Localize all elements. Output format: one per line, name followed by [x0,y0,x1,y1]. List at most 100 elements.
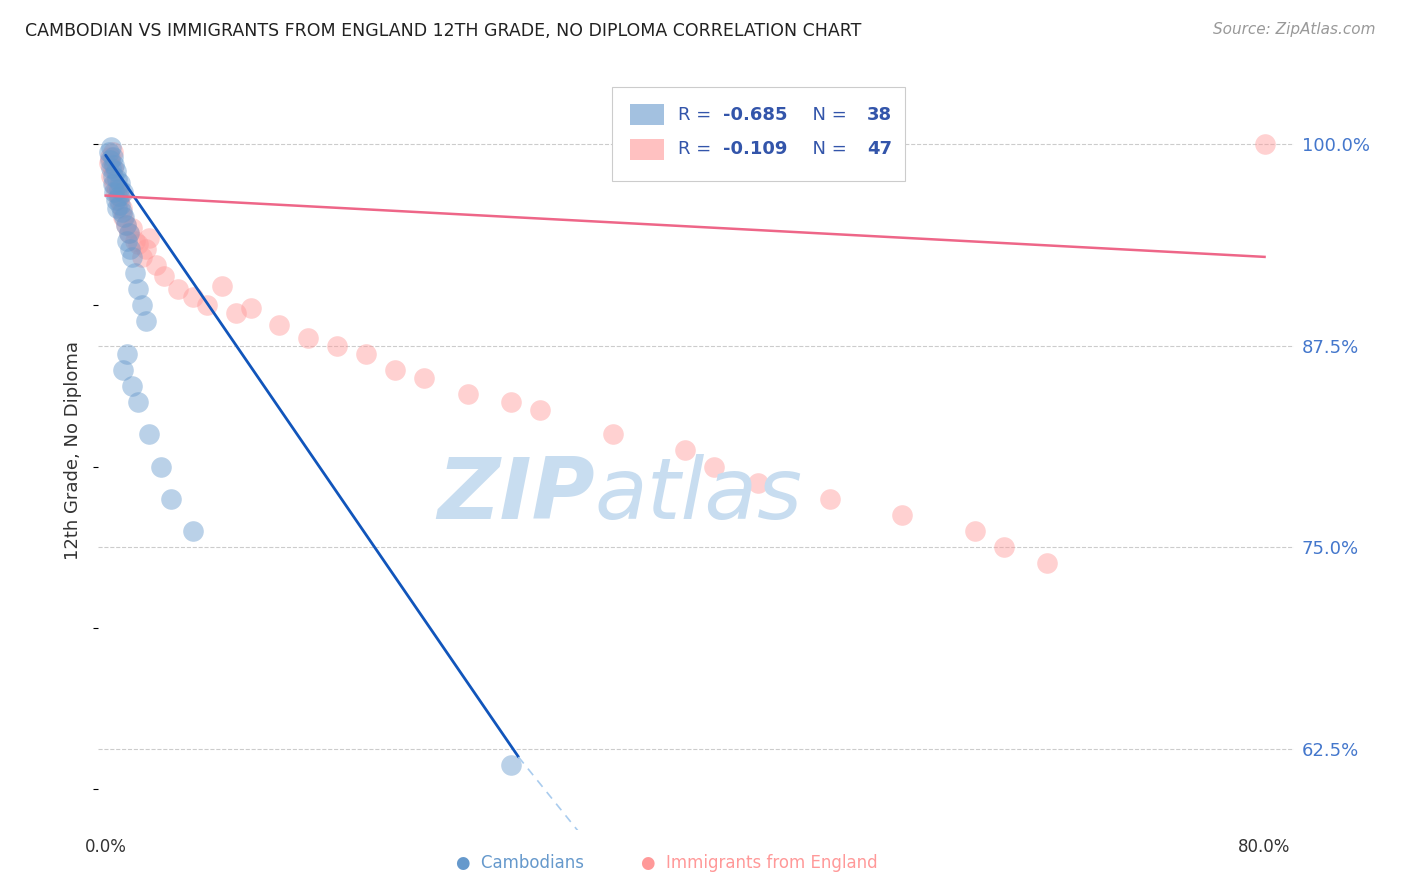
Point [160,491,183,506]
Point [98,153,121,167]
Point [124,266,146,280]
Point [118,226,141,240]
Point [127,282,149,296]
Point [118,226,141,240]
Text: -0.109: -0.109 [724,140,787,159]
Point [115,218,138,232]
Point [135,314,157,328]
Point [993,541,1015,555]
Point [297,330,319,344]
Point [501,395,523,409]
Point [108,176,131,190]
Y-axis label: 12th Grade, No Diploma: 12th Grade, No Diploma [65,341,83,560]
Point [195,298,218,312]
Point [1036,557,1059,571]
Point [131,298,153,312]
Point [112,363,135,377]
Text: R =: R = [678,140,717,159]
Text: CAMBODIAN VS IMMIGRANTS FROM ENGLAND 12TH GRADE, NO DIPLOMA CORRELATION CHART: CAMBODIAN VS IMMIGRANTS FROM ENGLAND 12T… [25,22,862,40]
Point [104,194,127,208]
Point [117,234,139,248]
Point [124,234,146,248]
Point [239,301,262,316]
Point [167,282,190,296]
Point [100,140,122,154]
Point [121,220,143,235]
Point [703,459,725,474]
Text: N =: N = [801,105,852,124]
Point [269,318,291,332]
Point [1253,136,1275,151]
Point [127,237,149,252]
Point [117,346,139,360]
Point [110,204,132,219]
Point [114,210,136,224]
Point [112,186,135,200]
FancyBboxPatch shape [613,87,905,181]
Point [326,338,349,352]
Point [181,290,204,304]
Point [457,387,479,401]
Text: -0.685: -0.685 [724,105,787,124]
Point [131,250,153,264]
Point [105,172,128,186]
Point [149,459,172,474]
FancyBboxPatch shape [630,104,664,125]
Point [101,145,124,159]
Point [602,427,624,442]
Point [110,202,132,216]
FancyBboxPatch shape [630,139,664,160]
Point [98,150,121,164]
Point [100,161,122,176]
Point [673,443,696,458]
Point [97,145,120,159]
Point [501,758,523,772]
Point [963,524,986,538]
Point [356,346,378,360]
Point [384,363,406,377]
Point [138,427,160,442]
Point [104,186,127,200]
Point [97,156,120,170]
Point [108,188,131,202]
Point [101,169,124,184]
Point [112,210,135,224]
Point [121,250,143,264]
Point [529,403,551,417]
Point [103,158,125,172]
Point [135,242,157,256]
Point [107,182,129,196]
Point [225,306,247,320]
Point [120,242,142,256]
Point [818,491,841,506]
Point [891,508,914,522]
Point [107,194,129,208]
Text: N =: N = [801,140,852,159]
Point [127,395,149,409]
Point [105,202,128,216]
Point [181,524,204,538]
Point [101,150,124,164]
Point [121,379,143,393]
Point [100,169,122,184]
Point [115,218,138,232]
Point [152,269,174,284]
Point [108,198,131,212]
Point [103,186,125,200]
Text: ●  Cambodians: ● Cambodians [456,855,585,872]
Point [211,279,233,293]
Text: 47: 47 [868,140,891,159]
Point [101,178,124,192]
Point [101,161,124,176]
Point [747,475,769,490]
Point [107,188,129,202]
Point [103,178,125,192]
Point [145,258,167,272]
Point [105,182,128,196]
Text: atlas: atlas [595,454,803,538]
Text: 38: 38 [868,105,891,124]
Point [104,164,127,178]
Text: ●  Immigrants from England: ● Immigrants from England [641,855,877,872]
Point [138,230,160,244]
Text: R =: R = [678,105,717,124]
